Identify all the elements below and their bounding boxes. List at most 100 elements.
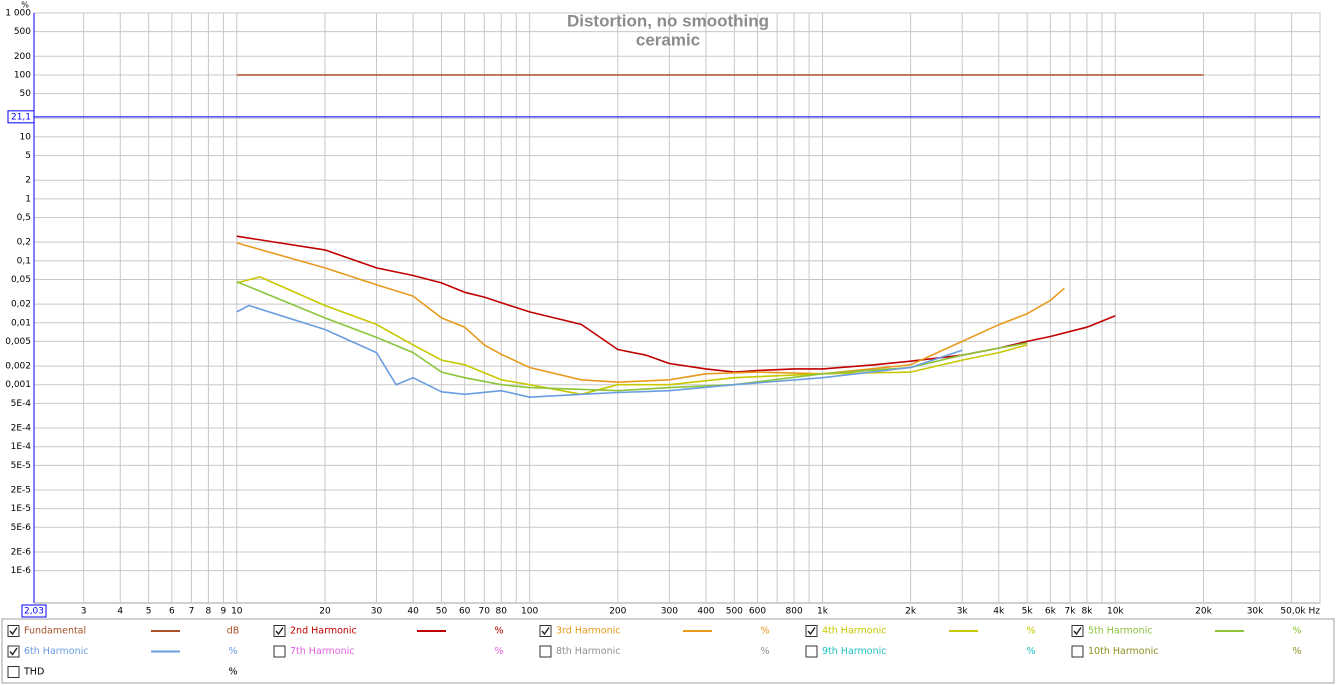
legend-name: 3rd Harmonic (556, 626, 621, 637)
legend-item: 9th Harmonic% (805, 645, 1036, 658)
y-tick-label: 1 000 (5, 9, 31, 19)
legend-unit: % (1292, 646, 1301, 657)
y-unit: % (21, 1, 29, 10)
x-tick-label: 6k (1045, 607, 1057, 617)
x-tick-label: 20k (1195, 607, 1212, 617)
legend-checkbox (273, 645, 286, 658)
x-tick-label: 50 (436, 607, 448, 617)
y-tick-label: 5E-5 (11, 461, 31, 471)
legend-item: Fundamental dB (7, 625, 240, 637)
legend-item: 4th Harmonic% (805, 625, 1036, 637)
legend-name: 4th Harmonic (822, 626, 886, 637)
y-tick-label: 2E-4 (11, 424, 32, 434)
y-tick-label: 0,005 (5, 337, 31, 347)
legend-unit: dB (227, 626, 240, 637)
x-tick-label: 9 (221, 607, 227, 617)
legend-item: 5th Harmonic% (1071, 625, 1302, 637)
x-tick-label: 500 (726, 607, 743, 617)
legend-name: 5th Harmonic (1088, 626, 1152, 637)
cursor-label: 21,1 (11, 112, 31, 122)
legend-name: 10th Harmonic (1088, 646, 1159, 657)
chart-title: Distortion, no smoothing (567, 11, 769, 30)
legend-check (9, 647, 18, 656)
legend-name: 6th Harmonic (24, 646, 88, 657)
legend-checkbox (805, 645, 818, 658)
legend-check (9, 627, 18, 636)
legend-checkbox (7, 666, 20, 678)
y-tick-label: 1E-4 (11, 442, 32, 452)
y-tick-label: 0,002 (5, 362, 31, 372)
legend-unit: % (1292, 626, 1301, 637)
y-tick-label: 500 (14, 27, 31, 37)
y-tick-label: 0,1 (17, 256, 31, 266)
series-line (236, 304, 963, 398)
x-tick-label: 10k (1107, 607, 1124, 617)
y-tick-label: 200 (14, 52, 31, 62)
legend-name: 9th Harmonic (822, 646, 886, 657)
legend-unit: % (228, 667, 237, 678)
legend-name: 8th Harmonic (556, 646, 620, 657)
legend-item: 8th Harmonic% (539, 645, 770, 658)
x-tick-label: 70 (479, 607, 491, 617)
legend-unit: % (494, 626, 503, 637)
legend-name: 2nd Harmonic (290, 626, 357, 637)
x-tick-label: 5 (146, 607, 152, 617)
x-tick-label: 600 (749, 607, 766, 617)
x-tick-label: 7 (189, 607, 195, 617)
x-tick-label: 30 (371, 607, 383, 617)
legend-check (807, 627, 816, 636)
legend-item: 7th Harmonic% (273, 645, 504, 658)
y-tick-label: 2 (25, 176, 31, 186)
x-tick-label: 100 (521, 607, 538, 617)
legend-unit: % (1026, 626, 1035, 637)
legend-item: 3rd Harmonic% (539, 625, 770, 637)
cursor-box (7, 110, 35, 124)
legend-check (275, 627, 284, 636)
x-tick-label: 3k (957, 607, 969, 617)
x-tick-label: 10 (231, 607, 243, 617)
y-tick-label: 100 (14, 70, 31, 80)
legend-box (1, 618, 1335, 684)
y-tick-label: 2E-6 (11, 547, 32, 557)
legend-checkbox (273, 625, 286, 637)
legend-checkbox (1071, 625, 1084, 637)
legend-unit: % (760, 646, 769, 657)
x-tick-label: 30k (1247, 607, 1264, 617)
series-line (236, 280, 1028, 392)
legend-checkbox (1071, 645, 1084, 658)
x-tick-label: 4 (117, 607, 123, 617)
legend-check (541, 627, 550, 636)
y-tick-label: 50 (20, 89, 32, 99)
x-tick-label: 300 (661, 607, 678, 617)
cursor-box (21, 604, 47, 618)
y-tick-label: 5 (25, 151, 31, 161)
y-tick-label: 5E-4 (11, 399, 32, 409)
legend-item: THD% (7, 666, 238, 678)
y-tick-label: 0,02 (11, 300, 31, 310)
y-tick-label: 1E-6 (11, 566, 32, 576)
x-tick-label: 20 (319, 607, 331, 617)
legend-item: 6th Harmonic% (7, 645, 238, 658)
legend-checkbox (7, 645, 20, 658)
y-tick-label: 10 (20, 132, 32, 142)
x-tick-label: 400 (697, 607, 714, 617)
legend-checkbox (805, 625, 818, 637)
legend-unit: % (228, 646, 237, 657)
x-tick-label: 8k (1081, 607, 1093, 617)
series-line (236, 276, 1028, 396)
x-tick-label: 200 (609, 607, 626, 617)
y-tick-label: 0,05 (11, 275, 31, 285)
legend-item: 10th Harmonic% (1071, 645, 1302, 658)
y-tick-label: 0,2 (17, 238, 31, 248)
y-tick-label: 1 (25, 194, 31, 204)
legend-name: Fundamental (24, 626, 86, 637)
x-tick-label: 800 (786, 607, 803, 617)
x-tick-label: 8 (206, 607, 212, 617)
legend-check (1073, 627, 1082, 636)
legend-name: 7th Harmonic (290, 646, 354, 657)
x-tick-label: 50,0k Hz (1280, 607, 1320, 617)
y-tick-label: 0,001 (5, 380, 31, 390)
legend-unit: % (494, 646, 503, 657)
legend-checkbox (7, 625, 20, 637)
x-tick-label: 80 (496, 607, 508, 617)
